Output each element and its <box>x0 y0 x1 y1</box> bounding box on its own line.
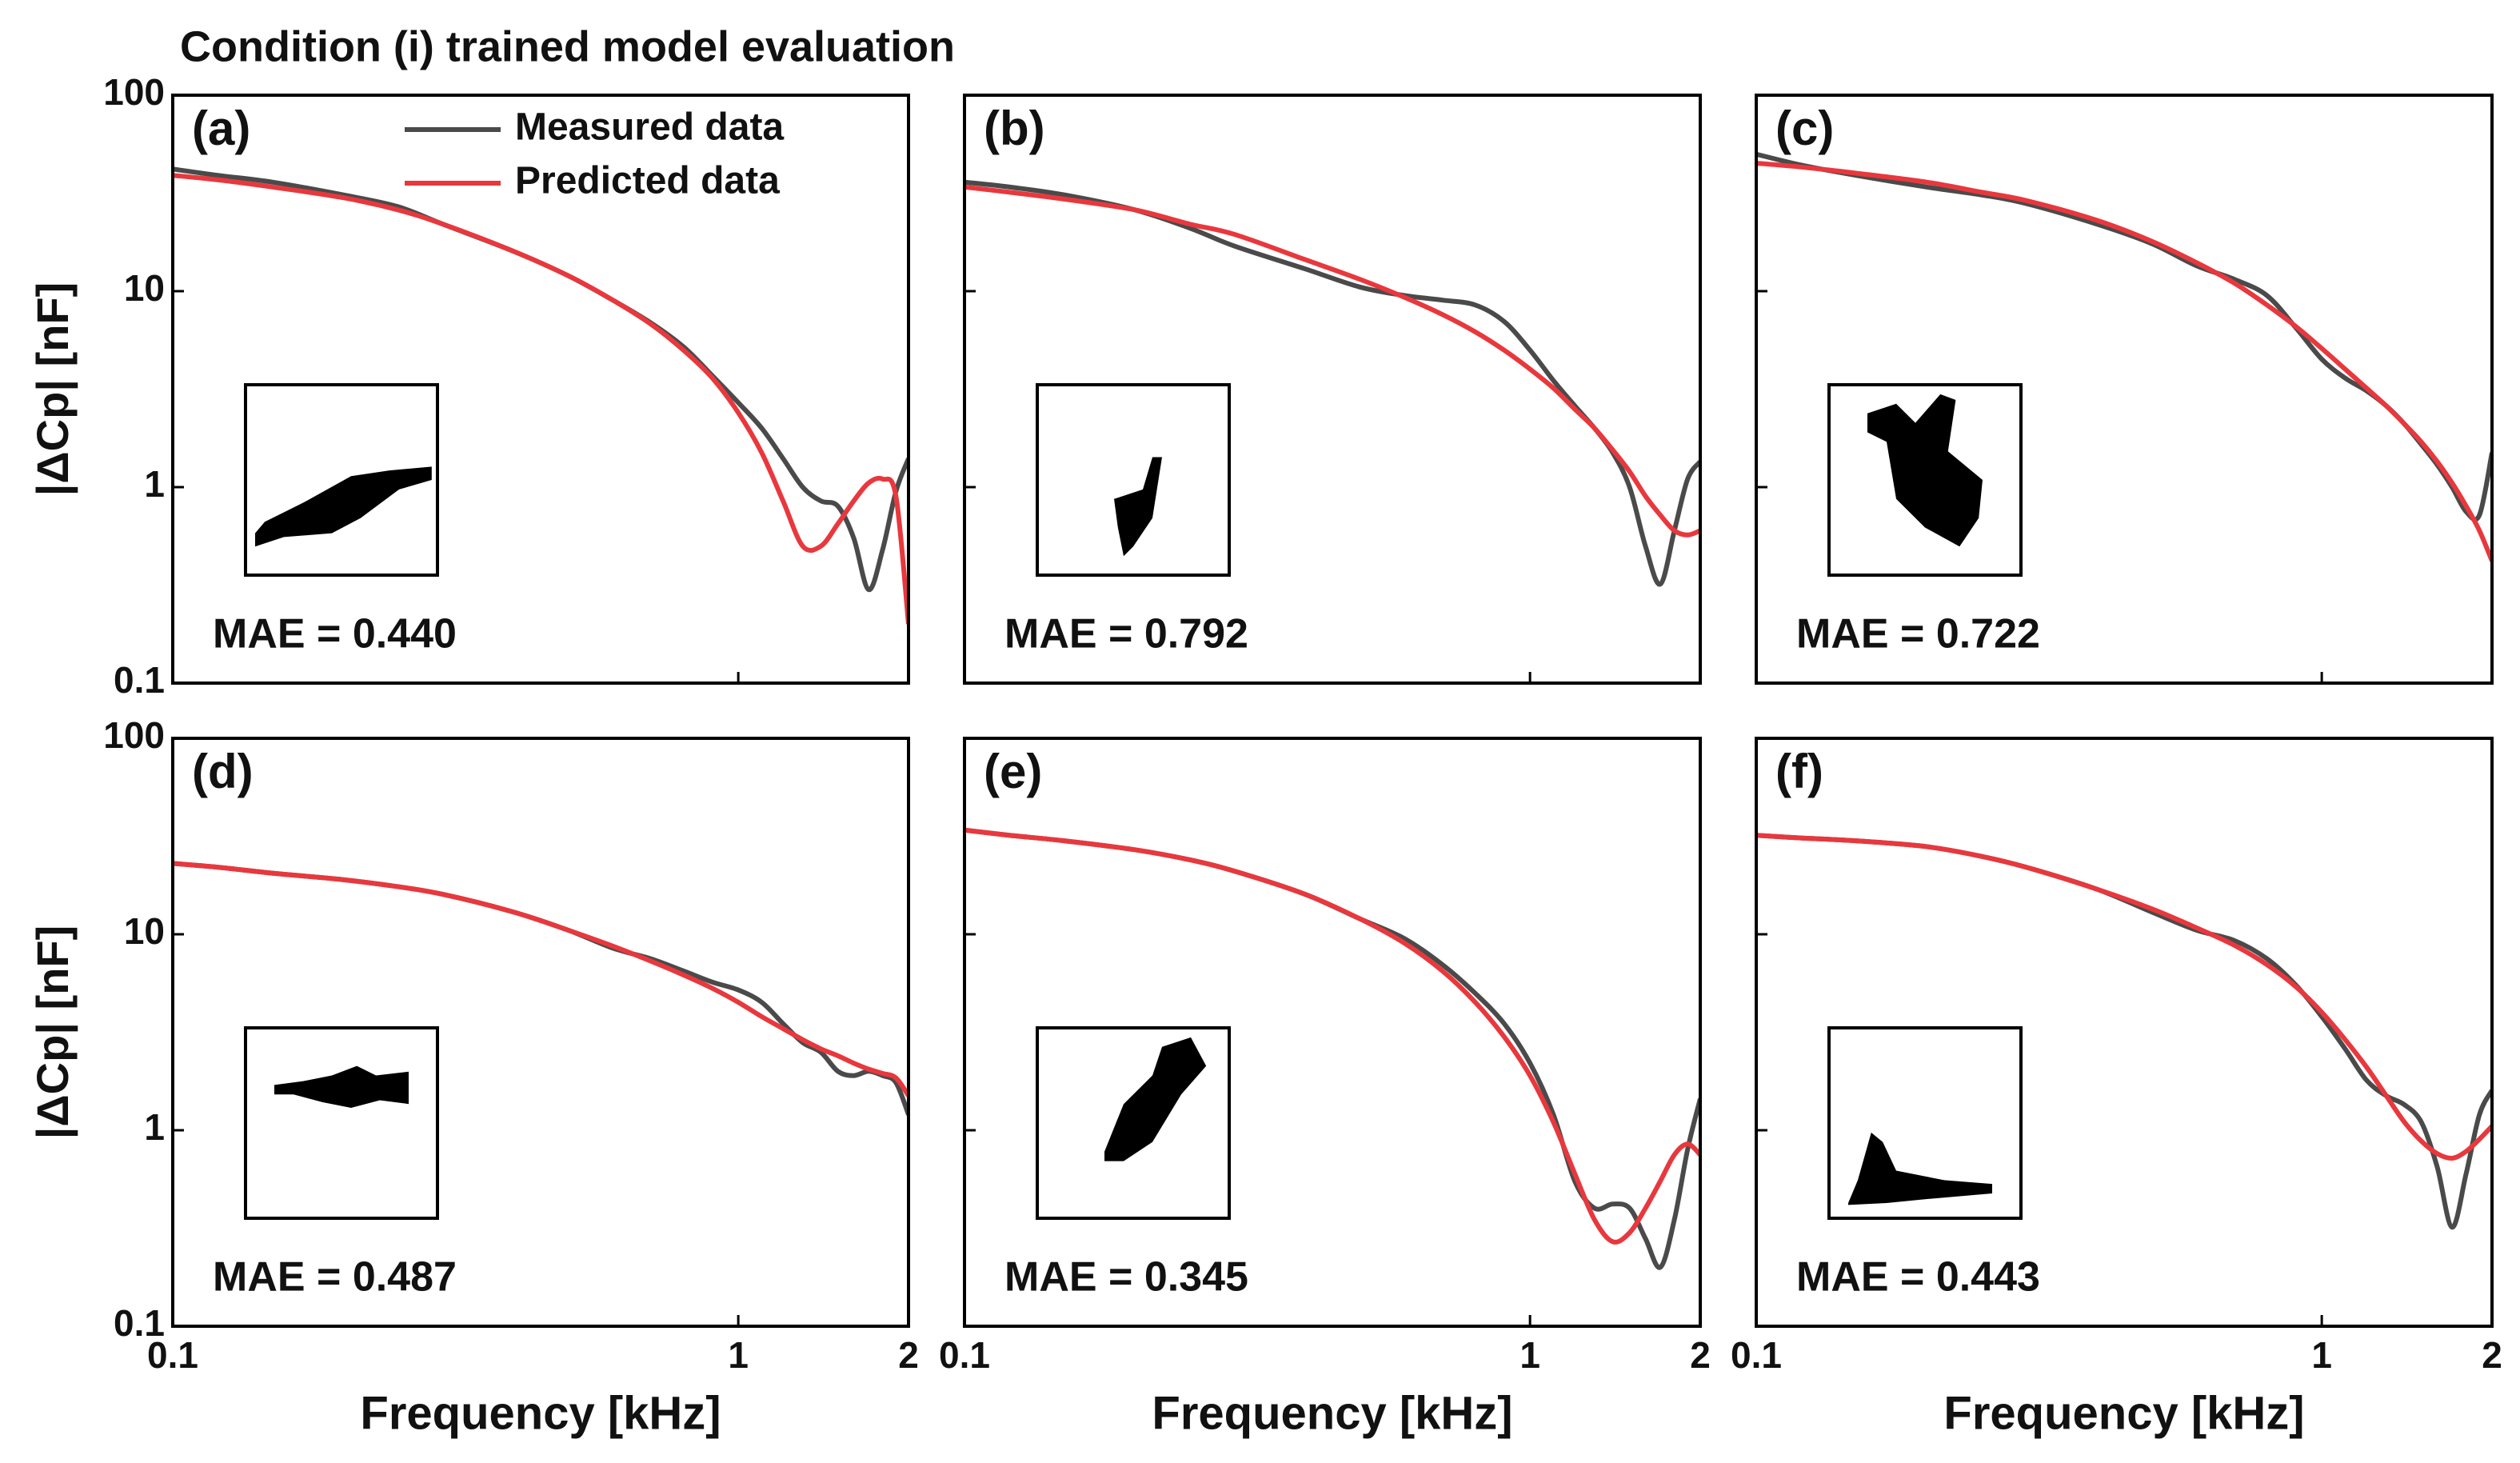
y-tick-label: 10 <box>124 267 165 309</box>
inset-shape <box>1104 1037 1207 1161</box>
plot-frame <box>963 94 1702 685</box>
panel: 0.1 1 10 100 (a) MAE = 0.440 |ΔCp| [nF] Measure… <box>27 71 910 701</box>
series-line <box>173 173 909 625</box>
x-tick-label: 1 <box>728 1334 749 1376</box>
inset-shape <box>1867 394 1983 547</box>
panel: (c) MAE = 0.722 <box>1755 94 2494 685</box>
panel-label: (c) <box>1775 102 1834 155</box>
x-tick-label: 2 <box>1690 1334 1711 1376</box>
panel-label: (a) <box>192 102 250 155</box>
x-tick-label: 1 <box>2311 1334 2332 1376</box>
panel: 0.1 1 2 (f) MAE = 0.443 Frequency [kHz] <box>1731 737 2502 1439</box>
series-line <box>964 827 1700 1245</box>
x-axis-label: Frequency [kHz] <box>1152 1387 1512 1439</box>
y-tick-label: 10 <box>124 910 165 952</box>
inset-shape <box>1114 457 1162 557</box>
series-line <box>1756 160 2492 562</box>
y-axis-label: |ΔCp| [nF] <box>27 925 78 1140</box>
panel-label: (d) <box>192 745 254 798</box>
series-line <box>964 184 1700 538</box>
panel: 0.1 1 10 100 0.1 1 2 (d) MAE = 0.487 |ΔCp| [nF] Fr… <box>27 714 919 1439</box>
panel: (b) MAE = 0.792 <box>963 94 1702 685</box>
x-tick-label: 1 <box>1520 1334 1540 1376</box>
annotation: MAE = 0.345 <box>1004 1254 1248 1301</box>
plot-frame <box>1755 737 2494 1328</box>
x-tick-label: 0.1 <box>939 1334 990 1376</box>
x-tick-label: 0.1 <box>1731 1334 1782 1376</box>
panel-label: (f) <box>1775 745 1823 798</box>
x-tick-label: 2 <box>2482 1334 2502 1376</box>
inset-box <box>244 1026 439 1220</box>
legend-label: Measured data <box>515 106 784 149</box>
plot-frame <box>171 94 910 685</box>
plot-frame <box>1755 94 2494 685</box>
annotation: MAE = 0.487 <box>213 1254 457 1301</box>
y-tick-label: 0.1 <box>114 659 165 701</box>
annotation: MAE = 0.440 <box>213 611 457 658</box>
x-tick-label: 0.1 <box>147 1334 198 1376</box>
x-tick-label: 2 <box>898 1334 919 1376</box>
y-axis-label: |ΔCp| [nF] <box>27 282 78 497</box>
panel-label: (e) <box>984 745 1042 798</box>
inset-shape <box>274 1065 409 1108</box>
y-tick-label: 1 <box>144 1106 165 1148</box>
annotation: MAE = 0.792 <box>1004 611 1248 658</box>
figure-title: Condition (i) trained model evaluation <box>180 22 955 70</box>
x-axis-label: Frequency [kHz] <box>360 1387 721 1439</box>
y-tick-label: 100 <box>103 71 165 113</box>
annotation: MAE = 0.443 <box>1796 1254 2040 1301</box>
panel-label: (b) <box>984 102 1045 155</box>
y-tick-label: 100 <box>103 714 165 756</box>
inset-shape <box>1848 1132 1992 1205</box>
series-line <box>173 861 909 1097</box>
y-tick-label: 0.1 <box>114 1302 165 1344</box>
plot-frame <box>171 737 910 1328</box>
plot-frame <box>963 737 1702 1328</box>
series-line <box>1756 833 2492 1161</box>
legend-label: Predicted data <box>515 160 780 202</box>
y-tick-label: 1 <box>144 463 165 505</box>
inset-shape <box>255 466 432 547</box>
panel: 0.1 1 2 (e) MAE = 0.345 Frequency [kHz] <box>939 737 1711 1439</box>
x-axis-label: Frequency [kHz] <box>1943 1387 2304 1439</box>
annotation: MAE = 0.722 <box>1796 611 2040 658</box>
